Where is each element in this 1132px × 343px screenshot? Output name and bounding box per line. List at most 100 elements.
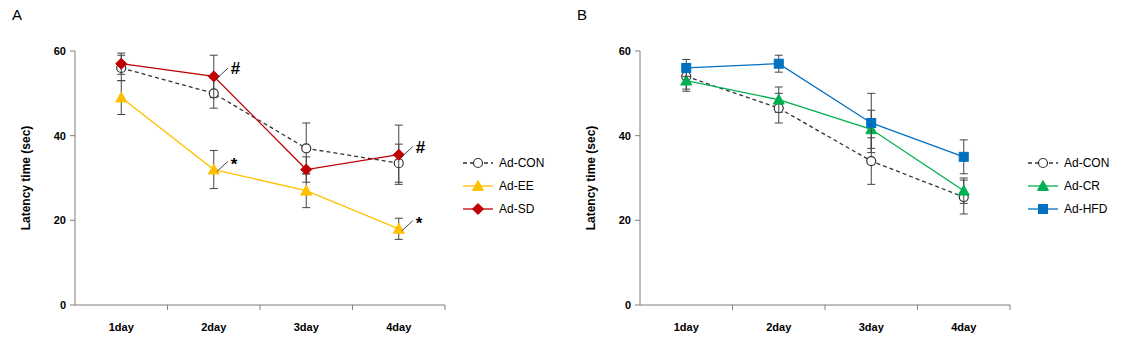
marker <box>958 185 969 195</box>
panel-title: A <box>12 6 22 23</box>
annotation-leader <box>402 221 413 231</box>
y-tick <box>70 51 75 52</box>
error-bar <box>682 59 690 76</box>
y-tick-label: 60 <box>54 45 66 57</box>
annotation-text: * <box>416 214 423 233</box>
x-tick <box>732 305 733 310</box>
annotation-leader <box>402 147 413 157</box>
marker <box>867 157 876 166</box>
y-tick-label: 40 <box>54 130 66 142</box>
y-axis-label: Latency time (sec) <box>584 126 598 231</box>
y-axis <box>640 51 641 305</box>
legend-marker <box>1039 159 1048 168</box>
legend: Ad-CON Ad-CR Ad-HFD <box>1028 156 1109 216</box>
x-tick-label: 3day <box>294 321 320 333</box>
plot-area <box>681 55 970 214</box>
marker <box>774 59 783 68</box>
marker <box>116 58 127 69</box>
annotation-text: # <box>231 59 241 78</box>
x-tick-label: 1day <box>674 321 700 333</box>
panel: A Latency time (sec) 0 20 40 60 1day 2day 3day 4d… <box>12 6 544 333</box>
x-tick <box>352 305 353 310</box>
y-tick <box>70 220 75 221</box>
marker <box>867 118 876 127</box>
annotation-leader <box>217 68 228 78</box>
marker <box>301 164 312 175</box>
x-tick-label: 4day <box>951 321 977 333</box>
legend-label: Ad-CR <box>1064 179 1100 193</box>
legend-marker <box>473 181 484 191</box>
legend-marker <box>474 159 483 168</box>
marker <box>393 223 404 233</box>
x-tick <box>260 305 261 310</box>
legend-marker <box>473 204 484 215</box>
y-tick-label: 0 <box>60 299 66 311</box>
series-line <box>121 68 399 163</box>
legend-label: Ad-HFD <box>1064 202 1108 216</box>
marker <box>208 164 219 174</box>
series <box>117 55 404 182</box>
error-bar <box>867 93 875 152</box>
marker <box>208 71 219 82</box>
annotation: * <box>217 155 238 174</box>
series-line <box>686 64 964 157</box>
panel-title: B <box>577 6 587 23</box>
x-tick <box>167 305 168 310</box>
legend-label: Ad-CON <box>499 156 544 170</box>
annotation-leader <box>217 162 228 172</box>
marker <box>773 94 784 104</box>
marker <box>116 92 127 102</box>
y-tick <box>70 135 75 136</box>
y-tick <box>70 305 75 306</box>
legend-label: Ad-CON <box>1064 156 1109 170</box>
series <box>681 70 970 203</box>
y-axis-label: Latency time (sec) <box>19 126 33 231</box>
series-line <box>686 81 964 191</box>
series <box>116 81 405 240</box>
series <box>116 53 405 184</box>
legend-label: Ad-EE <box>499 179 534 193</box>
legend-marker <box>1038 181 1049 191</box>
marker <box>393 149 404 160</box>
marker <box>682 63 691 72</box>
error-bar <box>960 140 968 174</box>
marker <box>302 144 311 153</box>
legend-label: Ad-SD <box>499 202 535 216</box>
figure: A Latency time (sec) 0 20 40 60 1day 2day 3day 4d… <box>0 0 1132 343</box>
y-axis <box>75 51 76 305</box>
panel: B Latency time (sec) 0 20 40 60 1day 2day 3day 4d… <box>577 6 1109 333</box>
x-tick <box>917 305 918 310</box>
x-tick <box>445 305 446 310</box>
x-tick-label: 1day <box>109 321 135 333</box>
series <box>682 64 969 214</box>
x-tick-label: 2day <box>201 321 227 333</box>
x-tick <box>825 305 826 310</box>
error-bar <box>775 55 783 72</box>
x-tick-label: 2day <box>766 321 792 333</box>
y-tick-label: 60 <box>619 45 631 57</box>
marker <box>959 152 968 161</box>
series-line <box>686 76 964 197</box>
annotation: # <box>402 138 426 157</box>
legend-marker <box>1039 205 1048 214</box>
y-tick-label: 0 <box>625 299 631 311</box>
series-line <box>121 64 399 170</box>
y-tick <box>635 220 640 221</box>
y-tick <box>635 135 640 136</box>
series-line <box>121 98 399 229</box>
annotation-text: # <box>416 138 426 157</box>
y-tick <box>635 305 640 306</box>
y-tick-label: 40 <box>619 130 631 142</box>
annotation-text: * <box>231 155 238 174</box>
y-tick-label: 20 <box>619 214 631 226</box>
x-tick-label: 3day <box>859 321 885 333</box>
plot-area <box>116 53 405 239</box>
legend: Ad-CON Ad-EE Ad-SD <box>463 156 544 216</box>
annotation: * <box>402 214 423 233</box>
y-tick-label: 20 <box>54 214 66 226</box>
series <box>682 55 969 174</box>
annotation: # <box>217 59 241 78</box>
x-tick-label: 4day <box>386 321 412 333</box>
y-tick <box>635 51 640 52</box>
x-tick <box>1010 305 1011 310</box>
